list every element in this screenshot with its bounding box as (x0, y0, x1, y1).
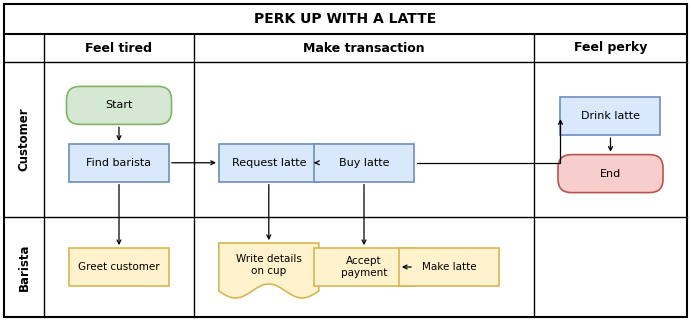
FancyBboxPatch shape (558, 155, 663, 193)
Text: Accept
payment: Accept payment (341, 256, 387, 278)
Text: Greet customer: Greet customer (78, 262, 160, 272)
Text: Make latte: Make latte (422, 262, 476, 272)
Text: Make transaction: Make transaction (303, 41, 425, 55)
Bar (314, 248, 414, 286)
Bar (219, 144, 319, 182)
FancyBboxPatch shape (66, 86, 171, 125)
Text: Feel perky: Feel perky (574, 41, 647, 55)
Bar (560, 97, 661, 135)
Bar (69, 248, 169, 286)
Text: Request latte: Request latte (231, 158, 306, 168)
Text: Find barista: Find barista (86, 158, 151, 168)
Bar (314, 144, 414, 182)
Text: PERK UP WITH A LATTE: PERK UP WITH A LATTE (254, 12, 437, 26)
Bar (69, 144, 169, 182)
Text: Drink latte: Drink latte (581, 111, 640, 121)
Text: End: End (600, 169, 621, 178)
Text: Write details
on cup: Write details on cup (236, 254, 302, 276)
PathPatch shape (219, 243, 319, 298)
Bar (399, 248, 499, 286)
Text: Feel tired: Feel tired (86, 41, 153, 55)
Text: Buy latte: Buy latte (339, 158, 389, 168)
Text: Start: Start (105, 100, 133, 110)
Text: Customer: Customer (17, 108, 30, 171)
Text: Barista: Barista (17, 243, 30, 291)
